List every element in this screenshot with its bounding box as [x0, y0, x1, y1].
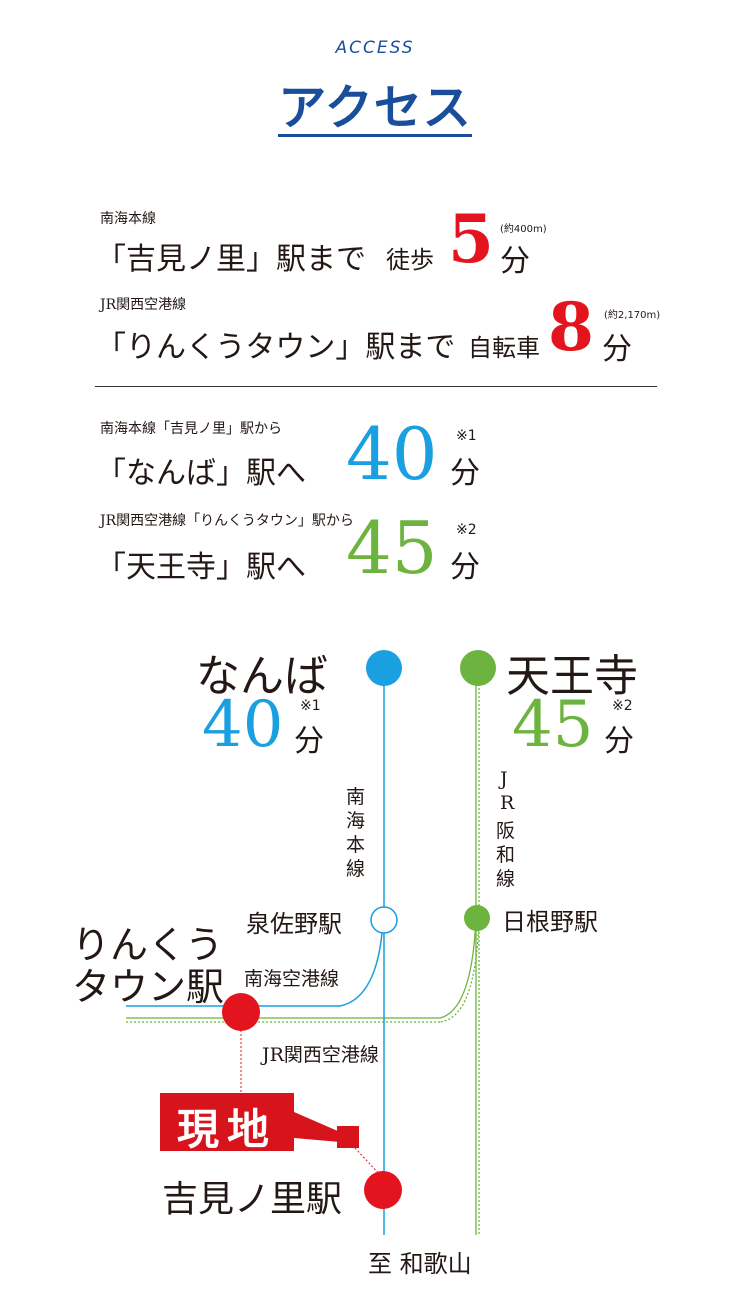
route-mode: 自転車 [468, 334, 540, 362]
route-from: JR関西空港線「りんくうタウン」駅から [100, 513, 354, 529]
rinku-label-line1: りんくう [72, 923, 224, 967]
section-title: アクセス [278, 80, 472, 136]
route-from: 南海本線「吉見ノ里」駅から [100, 421, 282, 437]
divider [95, 386, 657, 387]
yoshiminosato-station-dot [364, 1171, 402, 1209]
namba-note: ※1 [300, 698, 321, 714]
tennoji-minutes: 45 [512, 688, 594, 762]
nankai-airport-line-label: 南海空港線 [244, 968, 340, 990]
to-wakayama-label: 至 和歌山 [368, 1250, 472, 1278]
tennoji-note: ※2 [612, 698, 633, 714]
route-note: ※2 [456, 522, 477, 538]
site-connector [354, 1147, 384, 1179]
route-mode: 徒歩 [386, 246, 434, 274]
title-underline [278, 134, 472, 137]
tennoji-unit: 分 [604, 724, 634, 759]
namba-minutes: 40 [202, 688, 284, 762]
section-subtitle: ACCESS [335, 38, 415, 58]
nankai-line [126, 668, 385, 1235]
tennoji-label: 天王寺 [506, 651, 638, 702]
route-unit: 分 [602, 332, 632, 367]
site-marker [337, 1126, 359, 1148]
route-distance: (約2,170m) [604, 310, 661, 321]
route-unit: 分 [450, 456, 480, 491]
line-label-char: 線 [346, 858, 366, 880]
route-line-name: JR関西空港線 [100, 297, 187, 313]
site-label-box [160, 1093, 294, 1151]
namba-station-dot [366, 650, 402, 686]
yoshiminosato-label: 吉見ノ里駅 [162, 1179, 343, 1220]
route-note: ※1 [456, 428, 477, 444]
route-to: 「天王寺」駅へ [96, 550, 306, 585]
route-unit: 分 [450, 550, 480, 585]
jr-airport-line-label: JR関西空港線 [262, 1044, 379, 1066]
route-line-name: 南海本線 [100, 211, 156, 227]
jr-line [126, 668, 480, 1235]
route-station: 「吉見ノ里」駅まで [96, 242, 366, 277]
route-station: 「りんくうタウン」駅まで [96, 330, 456, 365]
line-label-char: 阪 [496, 820, 516, 842]
route-minutes: 5 [448, 200, 494, 278]
line-label-char: J [500, 768, 508, 790]
route-minutes: 45 [346, 506, 438, 590]
izumisano-label: 泉佐野駅 [246, 910, 342, 938]
namba-label: なんば [196, 651, 328, 702]
line-label-char: R [500, 792, 515, 814]
namba-unit: 分 [294, 724, 324, 759]
rinku-station-dot [222, 993, 260, 1031]
route-minutes: 8 [548, 288, 594, 366]
route-to: 「なんば」駅へ [96, 456, 306, 491]
route-minutes: 40 [346, 412, 438, 496]
site-pointer [294, 1112, 340, 1142]
line-label-char: 線 [496, 868, 516, 890]
route-unit: 分 [500, 244, 530, 279]
line-label-char: 南 [346, 786, 366, 808]
hineno-station-dot [464, 905, 490, 931]
site-label: 現地 [176, 1105, 277, 1154]
rinku-label-line2: タウン駅 [72, 965, 225, 1009]
route-distance: (約400m) [500, 224, 547, 235]
line-label-char: 本 [346, 834, 366, 856]
line-label-char: 海 [346, 810, 366, 832]
izumisano-station-dot [370, 906, 398, 934]
line-label-char: 和 [496, 844, 516, 866]
tennoji-station-dot [460, 650, 496, 686]
hineno-label: 日根野駅 [502, 908, 598, 936]
